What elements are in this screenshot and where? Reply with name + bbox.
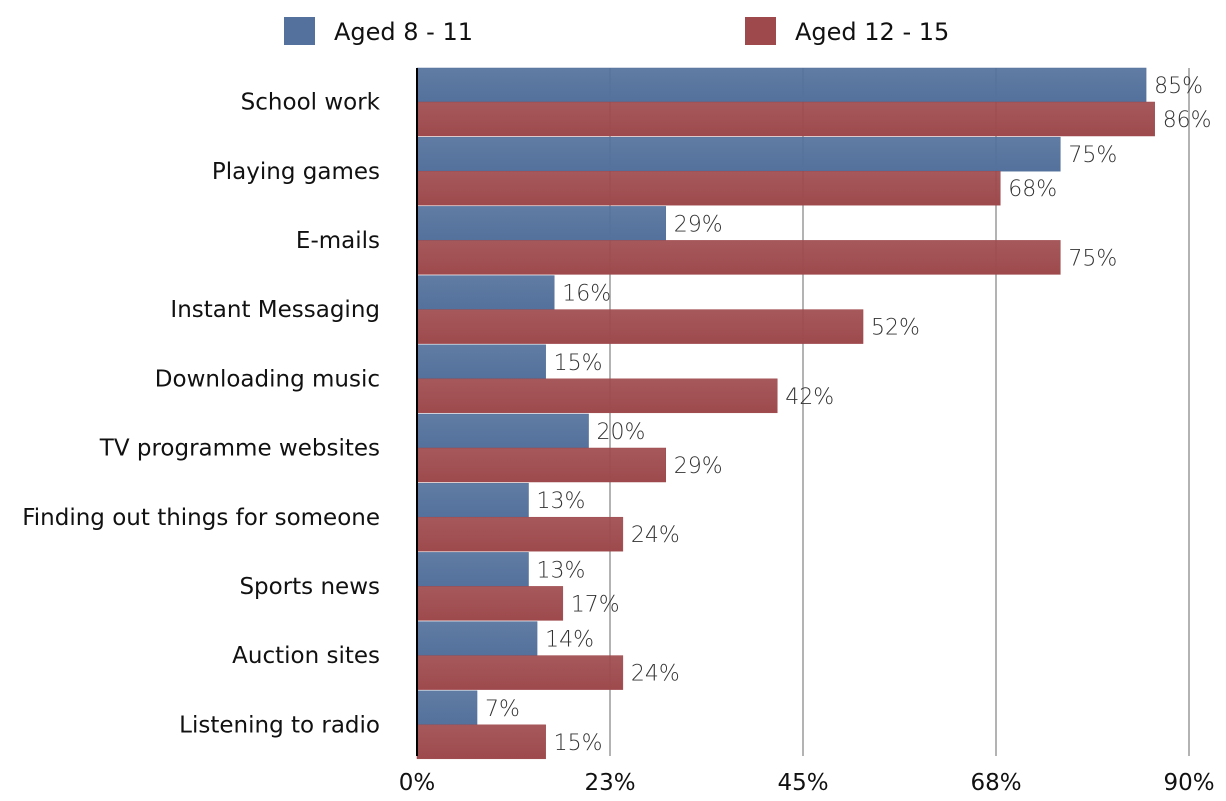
value-label: 20% [597,420,646,445]
bar-aged-12-15 [416,170,1001,206]
bar-aged-8-11 [416,413,589,449]
x-tick-labels: 0% 23% 45% 68% 90% [399,770,1215,796]
value-label: 42% [785,385,834,410]
value-labels: 85% 86% 75% 68% 29% 75% 16% 52% 15% 42% 20% 29% 13% 2… [485,74,1212,756]
bar-aged-8-11 [416,690,478,726]
category-label: E-mails [296,228,380,254]
value-label: 85% [1154,74,1203,99]
value-label: 52% [871,316,920,341]
x-tick-label: 0% [399,770,436,796]
category-label: Listening to radio [179,712,380,738]
value-label: 14% [545,628,594,653]
value-label: 17% [571,592,620,617]
x-tick-label: 45% [777,770,828,796]
legend-swatch [745,17,776,45]
value-label: 68% [1008,177,1057,202]
category-label: Sports news [239,574,380,600]
bar-aged-12-15 [416,309,864,344]
legend-label: Aged 12 - 15 [795,18,949,46]
bar-aged-8-11 [416,621,538,656]
category-label: Playing games [212,159,380,185]
bar-aged-8-11 [416,552,529,587]
bar-aged-12-15 [416,240,1061,275]
value-label: 13% [537,558,586,583]
category-labels: School work Playing games E-mails Instant M… [22,90,380,739]
category-label: Downloading music [155,366,380,392]
bar-aged-8-11 [416,275,555,310]
value-label: 7% [485,697,520,722]
bar-aged-8-11 [416,206,667,241]
value-label: 29% [674,454,723,479]
x-tick-label: 68% [970,770,1021,796]
value-label: 13% [537,489,586,514]
legend-label: Aged 8 - 11 [334,18,473,46]
bar-aged-8-11 [416,344,546,380]
category-label: Finding out things for someone [22,505,380,531]
category-label: Auction sites [232,643,380,669]
value-label: 86% [1163,108,1212,133]
bar-aged-12-15 [416,516,624,552]
bar-aged-8-11 [416,136,1061,172]
value-label: 15% [554,731,603,756]
x-tick-label: 90% [1163,770,1214,796]
bar-aged-12-15 [416,724,546,760]
category-label: Instant Messaging [170,297,380,323]
legend: Aged 8 - 11 Aged 12 - 15 [284,17,949,46]
bar-aged-12-15 [416,447,667,483]
category-label: TV programme websites [99,436,380,462]
x-tick-label: 23% [584,770,635,796]
bar-aged-12-15 [416,655,624,690]
value-label: 75% [1068,246,1117,271]
bar-aged-8-11 [416,67,1147,103]
bar-aged-8-11 [416,482,529,518]
bar-aged-12-15 [416,586,564,621]
legend-swatch [284,17,315,45]
value-label: 15% [554,351,603,376]
category-label: School work [241,90,381,116]
value-label: 24% [631,523,680,548]
bar-aged-12-15 [416,101,1155,137]
value-label: 29% [674,212,723,237]
value-label: 24% [631,662,680,687]
bar-aged-12-15 [416,378,778,414]
value-label: 16% [562,282,611,307]
bars [416,67,1155,760]
value-label: 75% [1068,143,1117,168]
